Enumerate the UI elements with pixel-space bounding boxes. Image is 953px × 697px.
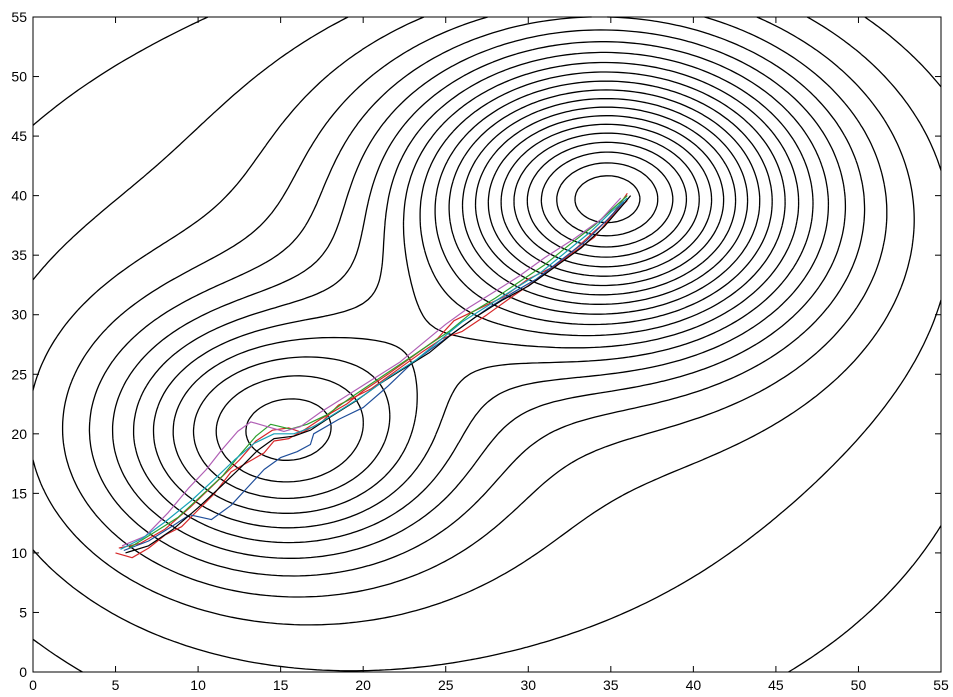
y-tick-label: 30 [11,307,27,323]
trajectories [115,192,632,559]
contour-line-17 [61,16,888,598]
axis-ticks: 0 5 10 15 20 25 30 35 40 45 50 55 0 5 10 15 20 25 30 35 40 45… [11,9,949,693]
x-tick-label: 25 [438,677,454,693]
y-tick-label: 40 [11,188,27,204]
contour-line-0 [574,175,641,224]
x-tick-label: 30 [520,677,536,693]
contour-line-1 [556,162,659,237]
y-tick-label: 45 [11,128,27,144]
contour-line-13 [152,51,814,529]
y-tick-label: 25 [11,366,27,382]
y-tick-label: 15 [11,485,27,501]
contour-line-12 [172,61,800,514]
x-tick-label: 55 [933,677,949,693]
trajectory-3 [128,195,628,549]
x-tick-label: 10 [190,677,206,693]
axes-frame [32,16,942,673]
trajectory-1 [118,199,628,549]
contour-line-9 [245,89,761,461]
x-tick-label: 45 [768,677,784,693]
y-tick-label: 5 [19,604,27,620]
contour-line-7 [474,106,737,296]
y-tick-label: 35 [11,247,27,263]
trajectory-4 [121,197,622,547]
y-tick-label: 20 [11,426,27,442]
trajectory-6 [120,197,628,550]
x-tick-label: 40 [686,677,702,693]
contour-line-11 [192,71,786,500]
contour-line-2 [540,151,674,248]
x-tick-label: 5 [112,677,120,693]
contour-line-5 [500,123,713,277]
contour-line-16 [88,16,866,577]
contour-line-6 [487,115,725,287]
y-tick-label: 55 [11,9,27,25]
contour-lines [32,16,942,673]
x-tick-label: 15 [273,677,289,693]
contour-line-18 [32,16,915,626]
x-tick-label: 0 [29,677,37,693]
contour-line-20 [32,16,942,673]
x-tick-label: 35 [603,677,619,693]
x-tick-label: 50 [851,677,867,693]
y-tick-label: 10 [11,545,27,561]
contour-line-4 [513,132,700,268]
contour-line-8 [461,97,749,305]
x-tick-label: 20 [355,677,371,693]
trajectory-2 [123,201,625,552]
contour-line-15 [111,29,847,559]
contour-line-10 [215,80,773,483]
trajectory-5 [125,195,632,554]
contour-line-3 [526,141,688,258]
contour-line-14 [132,41,830,544]
y-tick-label: 50 [11,69,27,85]
contour-line-19 [32,16,942,672]
y-tick-label: 0 [19,664,27,680]
